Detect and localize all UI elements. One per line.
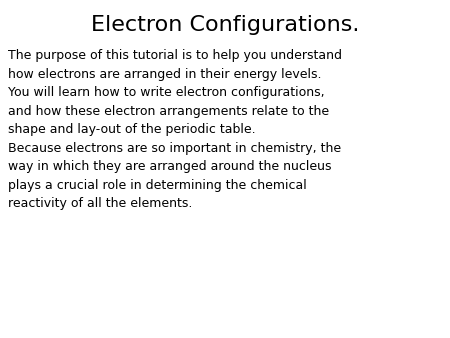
Text: Electron Configurations.: Electron Configurations.	[91, 15, 359, 35]
Text: The purpose of this tutorial is to help you understand
how electrons are arrange: The purpose of this tutorial is to help …	[8, 49, 342, 210]
